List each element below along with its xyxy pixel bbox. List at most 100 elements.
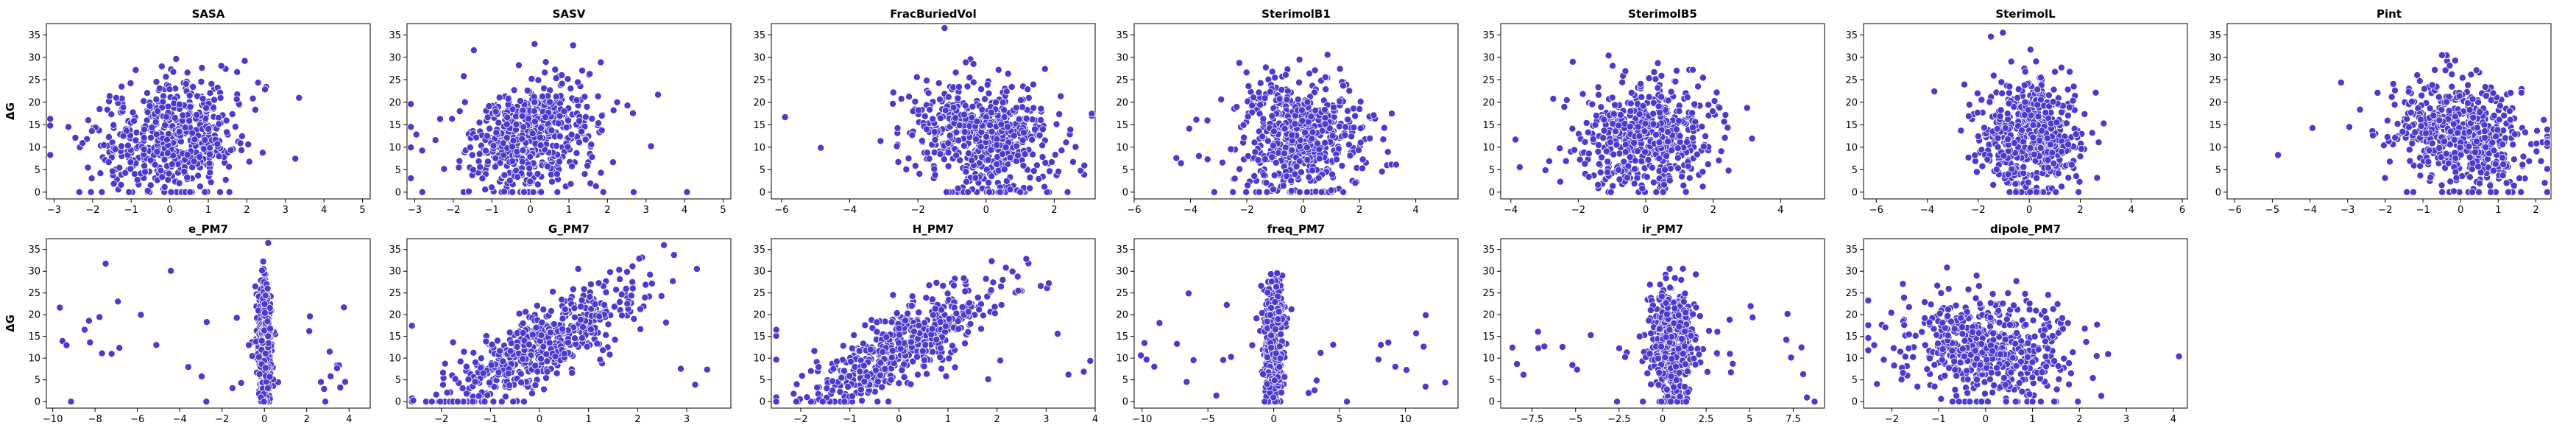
data-point (216, 94, 224, 102)
data-point (1177, 159, 1185, 167)
y-tick-label: 25 (1482, 75, 1495, 86)
data-point (100, 141, 108, 149)
data-point (954, 94, 962, 102)
data-point (2516, 174, 2524, 182)
data-point (1585, 172, 1593, 180)
data-point (1743, 104, 1751, 112)
data-point (206, 89, 214, 97)
data-point (2435, 144, 2444, 152)
data-point (1978, 96, 1986, 104)
data-point (691, 381, 699, 389)
data-point (140, 133, 148, 141)
data-point (316, 378, 325, 386)
data-point (2446, 178, 2455, 186)
data-point (1345, 87, 1354, 95)
data-point (615, 266, 623, 274)
data-point (1307, 113, 1315, 121)
data-point (249, 94, 257, 102)
data-point (2476, 179, 2484, 187)
data-point (2543, 165, 2551, 173)
data-point (1748, 135, 1756, 143)
data-point (894, 158, 902, 166)
data-point (1041, 183, 1049, 191)
data-point (1231, 175, 1239, 183)
data-point (2537, 157, 2545, 165)
x-tick-label: 2 (1051, 205, 1057, 216)
data-point (599, 188, 607, 196)
data-point (1283, 96, 1291, 104)
data-point (1663, 152, 1671, 160)
data-point (483, 132, 491, 140)
data-point (112, 94, 120, 102)
data-point (162, 113, 170, 121)
data-point (1308, 135, 1316, 143)
data-point (440, 165, 448, 173)
y-axis-label: ΔG (4, 102, 17, 120)
x-tick-label: 4 (1412, 205, 1418, 216)
data-point (152, 95, 160, 103)
data-point (1649, 120, 1657, 128)
data-point (606, 268, 615, 276)
data-point (1035, 175, 1043, 183)
data-point (1672, 67, 1680, 75)
data-point (1333, 155, 1341, 164)
data-point (921, 112, 929, 120)
data-point (1657, 93, 1666, 101)
data-point (1609, 182, 1617, 190)
data-point (500, 188, 508, 196)
data-point (541, 69, 549, 77)
data-point (217, 62, 225, 70)
data-point (923, 77, 931, 85)
data-point (1641, 127, 1649, 136)
data-point (98, 188, 106, 196)
points (1512, 52, 1756, 196)
data-point (1597, 103, 1605, 111)
data-point (1272, 158, 1280, 166)
data-point (2034, 85, 2042, 94)
data-point (1627, 88, 1635, 97)
data-point (1691, 100, 1699, 108)
data-point (158, 63, 166, 71)
data-point (983, 133, 991, 141)
data-point (1020, 128, 1028, 136)
y-tick-label: 30 (1116, 52, 1128, 63)
data-point (1997, 106, 2005, 114)
x-tick-label: −6 (130, 414, 144, 425)
data-point (613, 98, 621, 106)
data-point (549, 287, 557, 295)
data-point (1013, 151, 1022, 159)
data-point (587, 141, 595, 149)
data-point (2425, 147, 2433, 155)
y-tick-label: 35 (2209, 30, 2221, 41)
data-point (340, 304, 348, 312)
x-tick-label: 2 (1710, 205, 1716, 216)
data-point (181, 124, 189, 132)
data-point (965, 150, 973, 158)
data-point (519, 147, 527, 155)
data-point (1038, 153, 1047, 161)
data-point (1556, 144, 1564, 152)
y-tick-label: 0 (760, 187, 765, 198)
data-point (197, 372, 205, 380)
data-point (124, 141, 132, 150)
data-point (264, 332, 272, 340)
data-point (1973, 89, 1981, 97)
data-point (460, 72, 468, 80)
data-point (1309, 166, 1317, 175)
data-point (1705, 101, 1713, 109)
data-point (924, 89, 933, 97)
data-point (1348, 133, 1356, 141)
data-point (225, 163, 233, 171)
data-point (955, 122, 963, 130)
data-point (781, 113, 789, 121)
data-point (2007, 57, 2015, 66)
data-point (245, 158, 253, 166)
data-point (263, 385, 272, 393)
data-point (2451, 113, 2459, 121)
x-tick-label: 3 (684, 414, 690, 425)
data-point (152, 78, 160, 86)
data-point (2065, 103, 2073, 111)
data-point (1057, 92, 1065, 100)
data-point (931, 136, 939, 144)
x-tick-label: 2 (2533, 205, 2538, 216)
